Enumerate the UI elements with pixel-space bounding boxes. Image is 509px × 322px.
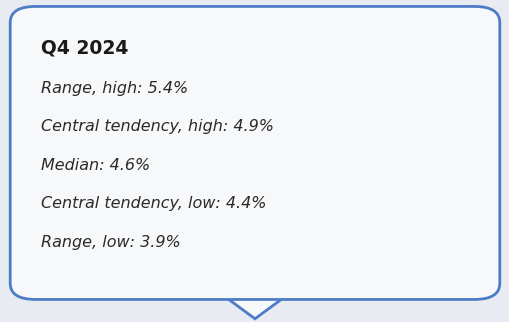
Text: Median: 4.6%: Median: 4.6% [41,158,150,173]
Polygon shape [224,296,285,319]
Polygon shape [221,295,288,298]
Text: Q4 2024: Q4 2024 [41,39,128,58]
Text: Range, low: 3.9%: Range, low: 3.9% [41,235,180,250]
FancyBboxPatch shape [10,6,499,299]
Text: Range, high: 5.4%: Range, high: 5.4% [41,80,188,96]
Text: Central tendency, high: 4.9%: Central tendency, high: 4.9% [41,119,273,134]
Text: Central tendency, low: 4.4%: Central tendency, low: 4.4% [41,196,266,212]
